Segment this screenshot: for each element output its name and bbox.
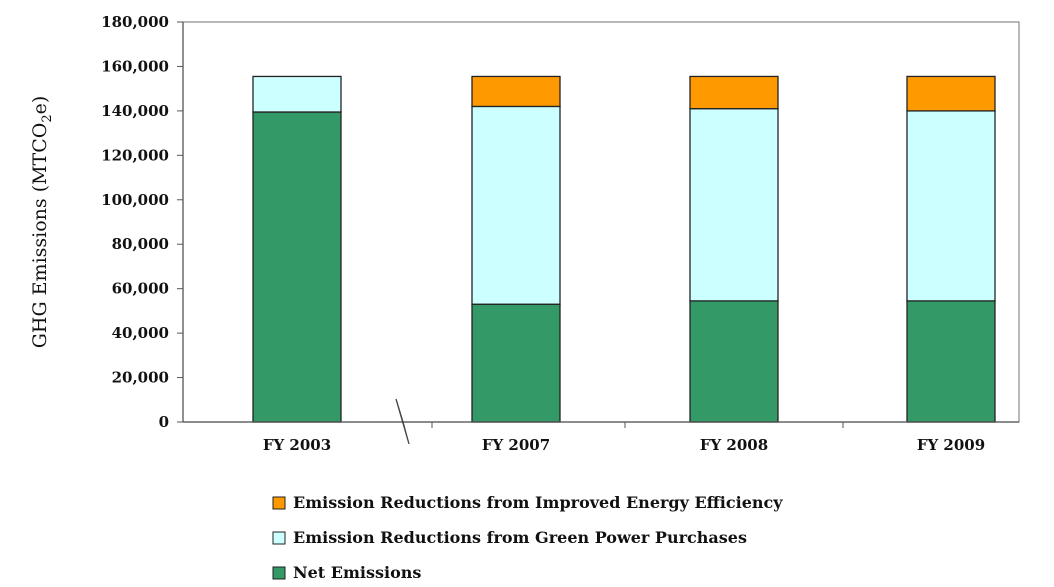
x-axis-labels: FY 2003 FY 2007 FY 2008 FY 2009 xyxy=(263,422,985,454)
legend-swatch xyxy=(272,566,286,580)
legend: Emission Reductions from Improved Energy… xyxy=(272,493,783,582)
y-tick-label: 40,000 xyxy=(112,324,169,342)
y-tick-label: 80,000 xyxy=(112,235,169,253)
bar-segment xyxy=(471,303,561,423)
y-tick-label: 100,000 xyxy=(101,191,169,209)
x-category-label: FY 2007 xyxy=(482,436,550,454)
axis-break-mark xyxy=(375,398,432,445)
legend-label: Emission Reductions from Green Power Pur… xyxy=(293,528,747,547)
bar-segment xyxy=(689,75,779,110)
bar-segment xyxy=(906,110,996,302)
bars xyxy=(252,75,996,423)
y-axis-title: GHG Emissions (MTCO2e) xyxy=(29,96,55,349)
bar-segment xyxy=(252,75,342,113)
y-tick-label: 140,000 xyxy=(101,102,169,120)
axes xyxy=(182,22,1019,452)
bar-segment xyxy=(252,111,342,423)
y-tick-label: 20,000 xyxy=(112,369,169,387)
bar-segment xyxy=(906,75,996,112)
x-category-label: FY 2003 xyxy=(263,436,331,454)
bar-segment xyxy=(689,300,779,423)
legend-label: Net Emissions xyxy=(293,563,421,582)
legend-swatch xyxy=(272,496,286,510)
legend-swatch xyxy=(272,531,286,545)
y-tick-label: 180,000 xyxy=(101,13,169,31)
y-axis-ticks: 0 20,000 40,000 60,000 80,000 100,000 120,000 1… xyxy=(101,13,183,431)
y-tick-label: 60,000 xyxy=(112,280,169,298)
bar-segment xyxy=(471,105,561,305)
bar-segment xyxy=(471,75,561,108)
x-category-label: FY 2009 xyxy=(917,436,985,454)
bar-segment xyxy=(906,300,996,423)
bar-segment xyxy=(689,108,779,302)
y-tick-label: 0 xyxy=(159,413,169,431)
legend-label: Emission Reductions from Improved Energy… xyxy=(293,493,783,512)
y-tick-label: 120,000 xyxy=(101,146,169,164)
y-tick-label: 160,000 xyxy=(101,57,169,75)
x-category-label: FY 2008 xyxy=(700,436,768,454)
